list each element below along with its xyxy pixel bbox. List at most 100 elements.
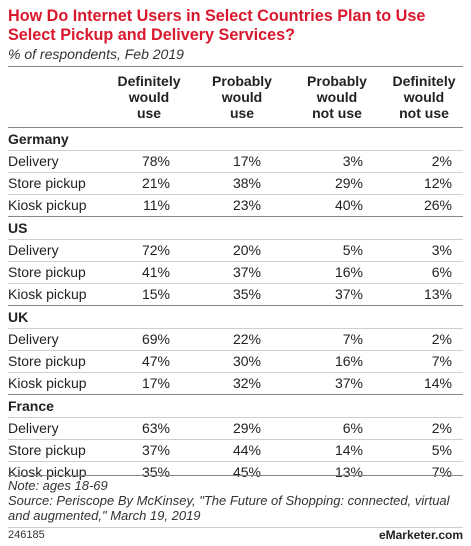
table-cell: 13% (385, 282, 463, 305)
table-row: Delivery 78% 17% 3% 2% (8, 149, 463, 172)
table-cell: 40% (289, 193, 385, 216)
column-header-line: use (229, 104, 255, 121)
column-header-line: Definitely (392, 72, 456, 89)
table-row: Delivery 72% 20% 5% 3% (8, 238, 463, 261)
table-cell: 37% (289, 282, 385, 305)
table-cell: 7% (385, 349, 463, 372)
group-row: US (8, 215, 463, 239)
row-label: Kiosk pickup (8, 193, 103, 216)
note-text: Note: ages 18-69 (8, 478, 108, 493)
column-header-line: would (316, 88, 358, 105)
column-header-line: would (221, 88, 263, 105)
group-row: France (8, 393, 463, 417)
group-label: France (8, 393, 463, 417)
source-text: Source: Periscope By McKinsey, "The Futu… (8, 493, 450, 523)
table-cell: 16% (289, 349, 385, 372)
table-cell: 29% (289, 171, 385, 194)
table-row: Store pickup 47% 30% 16% 7% (8, 349, 463, 372)
table-cell: 2% (385, 327, 463, 350)
column-header-line: Definitely (117, 72, 181, 89)
table-cell: 37% (103, 438, 195, 461)
table-row: Kiosk pickup 17% 32% 37% 14% (8, 371, 463, 394)
table-cell: 14% (385, 371, 463, 394)
table-cell: 78% (103, 149, 195, 172)
table-cell: 12% (385, 171, 463, 194)
row-label: Delivery (8, 327, 103, 350)
table-cell: 72% (103, 238, 195, 261)
row-label: Store pickup (8, 438, 103, 461)
chart-subtitle: % of respondents, Feb 2019 (8, 46, 184, 62)
table-cell: 38% (195, 171, 289, 194)
column-header: Definitely would not use (385, 71, 463, 127)
table-cell: 6% (289, 416, 385, 439)
group-label: UK (8, 304, 463, 328)
table-cell: 6% (385, 260, 463, 283)
group-row: Germany (8, 126, 463, 150)
row-label: Store pickup (8, 171, 103, 194)
table-cell: 47% (103, 349, 195, 372)
table-cell: 7% (385, 460, 463, 483)
row-label: Delivery (8, 149, 103, 172)
table-cell: 7% (289, 327, 385, 350)
column-header-line: would (403, 88, 445, 105)
data-table: Definitely would use Probably would use … (8, 71, 463, 483)
table-cell: 11% (103, 193, 195, 216)
table-cell: 3% (289, 149, 385, 172)
table-row: Delivery 69% 22% 7% 2% (8, 327, 463, 350)
table-row: Kiosk pickup 11% 23% 40% 26% (8, 193, 463, 216)
row-label: Delivery (8, 238, 103, 261)
chart-title: How Do Internet Users in Select Countrie… (8, 7, 426, 44)
table-cell: 45% (195, 460, 289, 483)
table-cell: 16% (289, 260, 385, 283)
table-cell: 20% (195, 238, 289, 261)
table-cell: 15% (103, 282, 195, 305)
row-label: Kiosk pickup (8, 282, 103, 305)
table-cell: 14% (289, 438, 385, 461)
column-header-line: use (136, 104, 162, 121)
brand-logo: eMarketer.com (378, 528, 463, 542)
table-cell: 17% (103, 371, 195, 394)
row-label: Store pickup (8, 260, 103, 283)
table-cell: 41% (103, 260, 195, 283)
table-cell: 32% (195, 371, 289, 394)
column-header: Probably would not use (289, 71, 385, 127)
table-cell: 30% (195, 349, 289, 372)
bottom-divider (8, 475, 463, 476)
row-label: Store pickup (8, 349, 103, 372)
header-row-label (8, 71, 103, 127)
group-label: US (8, 215, 463, 239)
column-header-line: not use (399, 104, 449, 121)
table-cell: 22% (195, 327, 289, 350)
table-cell: 35% (195, 282, 289, 305)
column-header-line: not use (312, 104, 362, 121)
table-row: Kiosk pickup 35% 45% 13% 7% (8, 460, 463, 483)
table-cell: 29% (195, 416, 289, 439)
table-cell: 2% (385, 149, 463, 172)
column-header-line: would (128, 88, 170, 105)
table-cell: 37% (289, 371, 385, 394)
table-cell: 17% (195, 149, 289, 172)
row-label: Kiosk pickup (8, 371, 103, 394)
table-body: Germany Delivery 78% 17% 3% 2% Store pic… (8, 126, 463, 483)
table-cell: 26% (385, 193, 463, 216)
chart-id: 246185 (8, 529, 45, 541)
table-row: Store pickup 41% 37% 16% 6% (8, 260, 463, 283)
table-cell: 3% (385, 238, 463, 261)
table-cell: 35% (103, 460, 195, 483)
column-header: Probably would use (195, 71, 289, 127)
table-cell: 21% (103, 171, 195, 194)
table-cell: 69% (103, 327, 195, 350)
column-header-line: Probably (307, 72, 367, 89)
row-label: Kiosk pickup (8, 460, 103, 483)
table-header: Definitely would use Probably would use … (8, 71, 463, 127)
table-cell: 63% (103, 416, 195, 439)
top-divider (8, 66, 463, 67)
table-cell: 23% (195, 193, 289, 216)
column-header: Definitely would use (103, 71, 195, 127)
table-row: Store pickup 21% 38% 29% 12% (8, 171, 463, 194)
table-cell: 37% (195, 260, 289, 283)
table-cell: 5% (289, 238, 385, 261)
header-row: Definitely would use Probably would use … (8, 71, 463, 127)
row-label: Delivery (8, 416, 103, 439)
table-row: Store pickup 37% 44% 14% 5% (8, 438, 463, 461)
